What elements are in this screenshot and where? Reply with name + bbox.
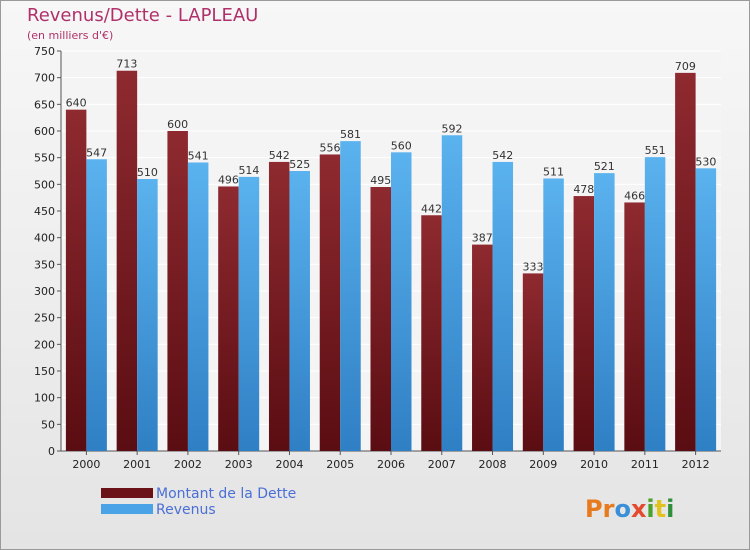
x-tick-label: 2010 bbox=[580, 458, 608, 471]
x-tick-label: 2005 bbox=[326, 458, 354, 471]
data-label: 709 bbox=[675, 60, 696, 73]
data-label: 542 bbox=[269, 149, 290, 162]
y-tick-label: 450 bbox=[34, 205, 55, 218]
y-tick-label: 400 bbox=[34, 232, 55, 245]
data-label: 442 bbox=[421, 202, 442, 215]
data-label: 551 bbox=[645, 144, 666, 157]
debt-bar bbox=[675, 72, 696, 451]
y-tick-label: 700 bbox=[34, 72, 55, 85]
x-tick-label: 2003 bbox=[225, 458, 253, 471]
x-tick-label: 2000 bbox=[72, 458, 100, 471]
y-tick-label: 0 bbox=[48, 445, 55, 458]
data-label: 496 bbox=[218, 173, 239, 186]
y-tick-label: 300 bbox=[34, 285, 55, 298]
revenue-bar bbox=[543, 178, 564, 451]
data-label: 525 bbox=[289, 158, 310, 171]
revenue-bar bbox=[391, 152, 412, 452]
x-tick-label: 2002 bbox=[174, 458, 202, 471]
data-label: 581 bbox=[340, 128, 361, 141]
revenue-bar bbox=[492, 161, 514, 451]
y-tick-label: 650 bbox=[34, 98, 55, 111]
data-label: 547 bbox=[86, 146, 107, 159]
debt-bar bbox=[421, 215, 442, 451]
data-label: 495 bbox=[370, 174, 391, 187]
debt-bar bbox=[370, 187, 391, 451]
data-label: 530 bbox=[695, 155, 716, 168]
y-tick-label: 750 bbox=[34, 45, 55, 58]
revenue-bar bbox=[441, 135, 463, 451]
data-label: 541 bbox=[188, 149, 209, 162]
debt-bar bbox=[218, 186, 239, 451]
revenue-bar bbox=[86, 159, 107, 451]
x-tick-label: 2006 bbox=[377, 458, 405, 471]
chart-subtitle: (en milliers d'€) bbox=[27, 29, 114, 42]
y-tick-label: 600 bbox=[34, 125, 55, 138]
y-tick-label: 200 bbox=[34, 338, 55, 351]
debt-bar bbox=[65, 109, 87, 452]
debt-bar bbox=[573, 196, 595, 451]
x-tick-label: 2007 bbox=[428, 458, 456, 471]
data-label: 560 bbox=[391, 139, 412, 152]
data-label: 600 bbox=[167, 118, 188, 131]
revenue-bar bbox=[137, 179, 158, 451]
debt-bar bbox=[522, 273, 544, 451]
data-label: 521 bbox=[594, 160, 615, 173]
y-tick-label: 150 bbox=[34, 365, 55, 378]
revenue-bar bbox=[238, 176, 260, 451]
data-label: 640 bbox=[66, 97, 87, 110]
revenue-bar bbox=[695, 168, 717, 452]
revenue-bar bbox=[289, 171, 310, 451]
y-tick-label: 550 bbox=[34, 152, 55, 165]
legend-label-debt: Montant de la Dette bbox=[156, 486, 296, 502]
data-label: 514 bbox=[238, 164, 259, 177]
data-label: 333 bbox=[523, 260, 544, 273]
data-label: 592 bbox=[442, 122, 463, 135]
legend-swatch-debt bbox=[101, 488, 153, 498]
x-tick-label: 2001 bbox=[123, 458, 151, 471]
chart-title: Revenus/Dette - LAPLEAU bbox=[27, 5, 259, 26]
data-label: 466 bbox=[624, 189, 645, 202]
data-label: 556 bbox=[319, 141, 340, 154]
legend-label-revenue: Revenus bbox=[156, 502, 216, 518]
debt-bar bbox=[624, 202, 645, 451]
data-label: 478 bbox=[573, 183, 594, 196]
data-label: 387 bbox=[472, 232, 493, 245]
data-label: 511 bbox=[543, 165, 564, 178]
y-tick-label: 100 bbox=[34, 392, 55, 405]
y-tick-label: 250 bbox=[34, 312, 55, 325]
debt-bar bbox=[472, 244, 493, 451]
revenue-bar bbox=[187, 162, 209, 451]
debt-bar bbox=[268, 161, 290, 451]
revenue-bar bbox=[644, 157, 666, 451]
y-tick-label: 50 bbox=[41, 418, 55, 431]
data-label: 542 bbox=[492, 149, 513, 162]
x-tick-label: 2011 bbox=[631, 458, 659, 471]
x-tick-label: 2009 bbox=[529, 458, 557, 471]
x-tick-label: 2004 bbox=[275, 458, 303, 471]
revenue-bar bbox=[340, 141, 361, 451]
debt-bar bbox=[116, 70, 138, 451]
legend-swatch-revenue bbox=[101, 504, 153, 514]
debt-bar bbox=[319, 154, 341, 451]
revenue-bar bbox=[594, 173, 615, 451]
x-tick-label: 2008 bbox=[479, 458, 507, 471]
debt-bar bbox=[167, 131, 188, 451]
data-label: 510 bbox=[137, 166, 158, 179]
y-tick-label: 500 bbox=[34, 178, 55, 191]
y-tick-label: 350 bbox=[34, 258, 55, 271]
proxiti-logo: Proxiti bbox=[585, 495, 674, 523]
x-tick-label: 2012 bbox=[682, 458, 710, 471]
data-label: 713 bbox=[116, 58, 137, 71]
